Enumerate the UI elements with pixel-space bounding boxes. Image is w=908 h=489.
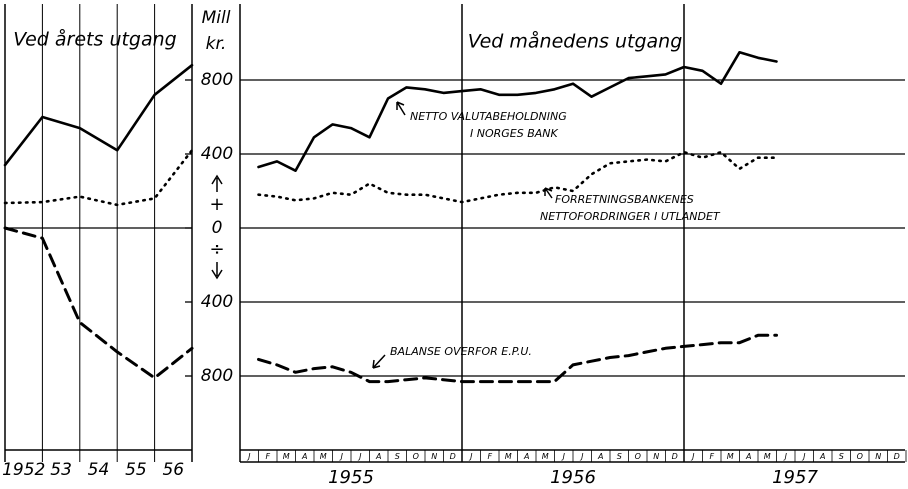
x-tick-label: A	[301, 452, 307, 461]
year-label: 1955	[328, 467, 374, 488]
x-tick-label: M	[542, 452, 549, 461]
right-title: Ved månedens utgang	[468, 30, 683, 53]
x-tick-label: J	[339, 452, 344, 461]
x-tick-label: 55	[125, 460, 147, 480]
y-tick-label: 800	[201, 366, 233, 386]
x-tick-label: F	[709, 452, 714, 461]
x-tick-label: D	[450, 452, 456, 461]
x-tick-label: J	[561, 452, 566, 461]
series-line	[3, 226, 194, 380]
y-tick-label: 0	[212, 218, 223, 238]
x-tick-label: J	[801, 452, 806, 461]
y-axis-label: Mill	[202, 8, 231, 28]
frame	[4, 4, 905, 463]
annotation: FORRETNINGSBANKENES	[555, 193, 694, 206]
x-tick-label: F	[265, 452, 270, 461]
x-tick-label: 54	[88, 460, 110, 480]
x-tick-label: N	[431, 452, 437, 461]
x-tick-label: S	[839, 452, 844, 461]
x-tick-label: 56	[162, 460, 184, 480]
sign-label: +	[209, 194, 224, 215]
x-tick-label: N	[875, 452, 881, 461]
x-tick-label: M	[283, 452, 290, 461]
annotation: I NORGES BANK	[470, 127, 559, 140]
y-axis-label: kr.	[206, 34, 227, 54]
x-tick-label: M	[505, 452, 512, 461]
annotation: NETTO VALUTABEHOLDNING	[410, 110, 567, 123]
x-tick-label: S	[617, 452, 622, 461]
y-tick-label: 400	[201, 292, 233, 312]
y-tick-label: 800	[201, 70, 233, 90]
series-line	[3, 149, 194, 207]
x-tick-label: M	[320, 452, 327, 461]
x-tick-label: O	[635, 452, 641, 461]
x-tick-label: A	[819, 452, 825, 461]
x-tick-label: O	[413, 452, 419, 461]
x-tick-label: M	[764, 452, 771, 461]
x-tick-label: N	[653, 452, 659, 461]
x-tick-label: A	[597, 452, 603, 461]
series-line	[257, 51, 778, 172]
series-line	[3, 63, 194, 167]
x-tick-label: 53	[50, 460, 72, 480]
x-tick-label: A	[523, 452, 529, 461]
year-label: 1956	[550, 467, 596, 488]
x-tick-label: D	[672, 452, 678, 461]
x-tick-label: A	[745, 452, 751, 461]
x-tick-label: J	[783, 452, 788, 461]
x-tick-label: 1952	[2, 460, 45, 480]
x-tick-label: A	[375, 452, 381, 461]
left-title: Ved årets utgang	[13, 28, 177, 51]
y-tick-label: 400	[201, 144, 233, 164]
series-line	[257, 333, 778, 384]
series-line	[257, 150, 778, 204]
x-tick-label: M	[727, 452, 734, 461]
x-tick-label: J	[357, 452, 362, 461]
x-tick-label: J	[468, 452, 473, 461]
annotation: BALANSE OVERFOR E.P.U.	[390, 345, 532, 358]
annotation: NETTOFORDRINGER I UTLANDET	[540, 210, 721, 223]
x-tick-label: O	[857, 452, 863, 461]
x-tick-label: J	[579, 452, 584, 461]
x-tick-label: D	[894, 452, 900, 461]
x-tick-label: S	[395, 452, 400, 461]
x-tick-label: F	[487, 452, 492, 461]
x-tick-label: J	[690, 452, 695, 461]
x-tick-label: J	[246, 452, 251, 461]
sign-label: ÷	[209, 239, 224, 260]
year-label: 1957	[772, 467, 818, 488]
